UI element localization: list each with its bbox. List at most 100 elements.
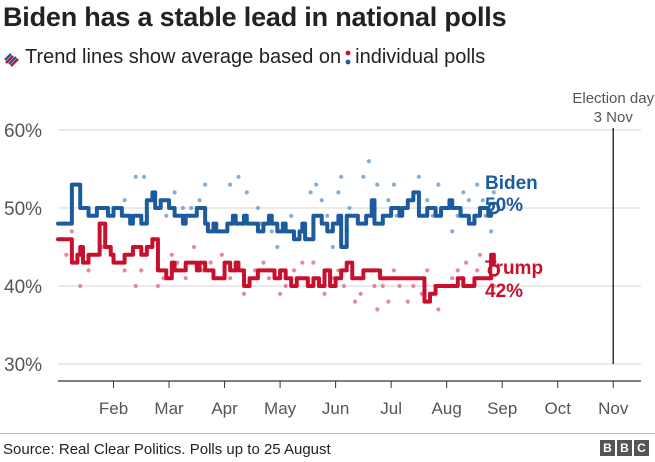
trump-poll-dot: [341, 283, 347, 289]
trump-poll-dot: [277, 291, 283, 296]
x-tick-label: May: [264, 399, 297, 418]
x-tick-label: Apr: [211, 399, 238, 418]
trump-poll-dot: [183, 276, 188, 281]
bbc-logo-letter-2: B: [617, 440, 632, 456]
x-tick-label: Aug: [432, 399, 462, 418]
biden-poll-dot: [314, 182, 319, 187]
bbc-logo-letter-1: B: [600, 440, 615, 456]
footer: Source: Real Clear Politics. Polls up to…: [0, 433, 655, 462]
trump-poll-dot: [352, 299, 358, 304]
trump-poll-dot: [375, 307, 380, 312]
trump-value-label: 42%: [485, 281, 523, 302]
trump-label: Trump: [485, 258, 543, 279]
biden-poll-dot: [122, 198, 127, 203]
y-tick-label: 50%: [4, 199, 42, 220]
x-tick-label: Feb: [99, 399, 128, 418]
trump-poll-dot: [397, 283, 402, 289]
biden-poll-dot: [366, 159, 372, 164]
biden-poll-dot: [289, 213, 294, 218]
biden-poll-dot: [416, 174, 422, 179]
trump-poll-dot: [455, 268, 460, 273]
bbc-logo: B B C: [600, 440, 649, 456]
election-day-label: Election day: [572, 90, 654, 107]
trump-poll-dot: [464, 260, 469, 265]
trump-trend-line: [56, 221, 496, 304]
trump-poll-dot: [436, 307, 441, 312]
trump-poll-dot: [380, 283, 385, 289]
trump-poll-dot: [69, 229, 74, 234]
biden-poll-dot: [319, 198, 324, 203]
trump-poll-dot: [475, 268, 480, 273]
trump-poll-dot: [228, 276, 233, 281]
biden-poll-dot: [336, 190, 341, 195]
subtitle-text-part2: individual polls: [355, 46, 486, 68]
biden-trend-line: [56, 182, 496, 249]
source-note: Source: Real Clear Politics. Polls up to…: [3, 441, 331, 458]
trump-poll-dot: [191, 244, 197, 250]
trend-line-legend-icon: [4, 52, 19, 67]
biden-poll-dot: [141, 174, 147, 179]
biden-poll-dot: [436, 182, 441, 187]
biden-poll-dot: [197, 198, 202, 203]
trump-poll-dot: [122, 268, 127, 273]
trump-poll-dot: [219, 252, 224, 257]
biden-poll-dot: [325, 213, 330, 218]
biden-poll-dot: [480, 198, 485, 203]
trump-poll-dot: [291, 268, 297, 273]
trump-poll-dot: [311, 260, 316, 265]
trump-poll-dot: [139, 268, 144, 273]
trump-poll-dot: [283, 283, 288, 289]
biden-poll-dot: [425, 198, 430, 203]
trump-poll-dot: [386, 299, 391, 304]
biden-poll-dot: [269, 229, 274, 234]
biden-poll-dot: [275, 244, 280, 250]
biden-poll-dot: [450, 229, 455, 234]
y-tick-label: 40%: [4, 277, 42, 298]
biden-poll-dot: [228, 182, 233, 187]
biden-poll-dot: [375, 182, 380, 187]
biden-poll-dot: [330, 244, 335, 250]
trump-poll-dot: [155, 283, 161, 289]
trump-poll-dot: [86, 268, 91, 273]
trump-poll-dot: [477, 252, 483, 257]
biden-poll-dot: [189, 205, 194, 211]
biden-poll-dot: [386, 198, 391, 203]
biden-poll-dot: [308, 190, 313, 195]
y-tick-label: 60%: [4, 121, 42, 142]
biden-poll-dot: [361, 174, 366, 179]
x-tick-label: Jun: [322, 399, 349, 418]
trump-poll-dot: [450, 276, 455, 281]
trump-poll-dot: [78, 283, 83, 289]
x-tick-label: Sep: [487, 399, 517, 418]
biden-poll-dot: [236, 174, 241, 179]
trump-poll-dot: [372, 283, 377, 289]
biden-poll-dot: [391, 182, 397, 187]
biden-poll-dot: [466, 198, 471, 203]
bbc-logo-letter-3: C: [634, 440, 649, 456]
trump-poll-dot: [391, 268, 397, 273]
biden-poll-dot: [255, 205, 260, 211]
biden-poll-dot: [347, 205, 352, 211]
trump-poll-dot: [358, 291, 363, 296]
trump-poll-dot: [405, 299, 410, 304]
trump-poll-dot: [322, 291, 327, 296]
trump-end-marker: [487, 264, 501, 277]
x-tick-label: Jul: [380, 399, 402, 418]
trump-poll-dot: [64, 252, 69, 257]
biden-end-marker: [487, 201, 501, 215]
biden-poll-dot: [133, 174, 138, 179]
trump-poll-dot: [300, 260, 305, 265]
trump-poll-dot: [411, 283, 416, 289]
x-tick-label: Mar: [154, 399, 184, 418]
biden-poll-dot: [172, 190, 177, 195]
x-tick-label: Oct: [544, 399, 571, 418]
biden-poll-dot: [164, 213, 169, 218]
biden-poll-dot: [339, 174, 344, 179]
subtitle-text-part1: Trend lines show average based on: [25, 46, 342, 68]
biden-poll-dot: [461, 190, 466, 195]
biden-poll-dot: [203, 182, 208, 187]
biden-poll-dot: [475, 182, 480, 187]
chart-title: Biden has a stable lead in national poll…: [3, 2, 507, 32]
poll-dot-legend-icon: [345, 50, 351, 64]
biden-value-label: 50%: [485, 195, 523, 216]
